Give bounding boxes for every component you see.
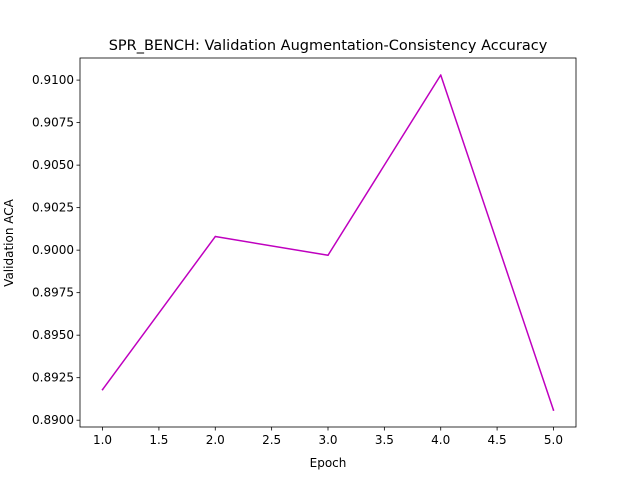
y-tick-label: 0.9100 bbox=[32, 73, 74, 87]
plot-area: 1.0 1.5 2.0 2.5 3.0 3.5 4.0 4.5 5.0 0.8900 0.8925 0… bbox=[32, 57, 577, 447]
x-tick-label: 3.0 bbox=[318, 433, 337, 447]
x-tick-label: 1.0 bbox=[93, 433, 112, 447]
y-tick-label: 0.8950 bbox=[32, 328, 74, 342]
y-tick-label: 0.8900 bbox=[32, 413, 74, 427]
data-point bbox=[439, 74, 442, 76]
y-tick-label: 0.9025 bbox=[32, 201, 74, 215]
data-point bbox=[552, 409, 555, 411]
x-tick-label: 2.5 bbox=[262, 433, 281, 447]
x-tick-label: 1.5 bbox=[149, 433, 168, 447]
x-axis-label: Epoch bbox=[310, 456, 347, 470]
x-tick-label: 4.0 bbox=[431, 433, 450, 447]
y-tick-label: 0.9075 bbox=[32, 116, 74, 130]
data-point bbox=[327, 254, 329, 256]
data-point bbox=[101, 388, 104, 391]
y-tick-label: 0.9050 bbox=[32, 158, 74, 172]
x-tick-label: 2.0 bbox=[206, 433, 225, 447]
y-axis-label: Validation ACA bbox=[2, 198, 16, 286]
data-point bbox=[214, 235, 217, 238]
x-tick-label: 5.0 bbox=[544, 433, 563, 447]
y-tick-label: 0.9000 bbox=[32, 243, 74, 257]
x-tick-label: 4.5 bbox=[488, 433, 507, 447]
y-tick-label: 0.8975 bbox=[32, 286, 74, 300]
y-tick-label: 0.8925 bbox=[32, 371, 74, 385]
x-tick-label: 3.5 bbox=[375, 433, 394, 447]
chart-title: SPR_BENCH: Validation Augmentation-Consi… bbox=[109, 38, 548, 54]
